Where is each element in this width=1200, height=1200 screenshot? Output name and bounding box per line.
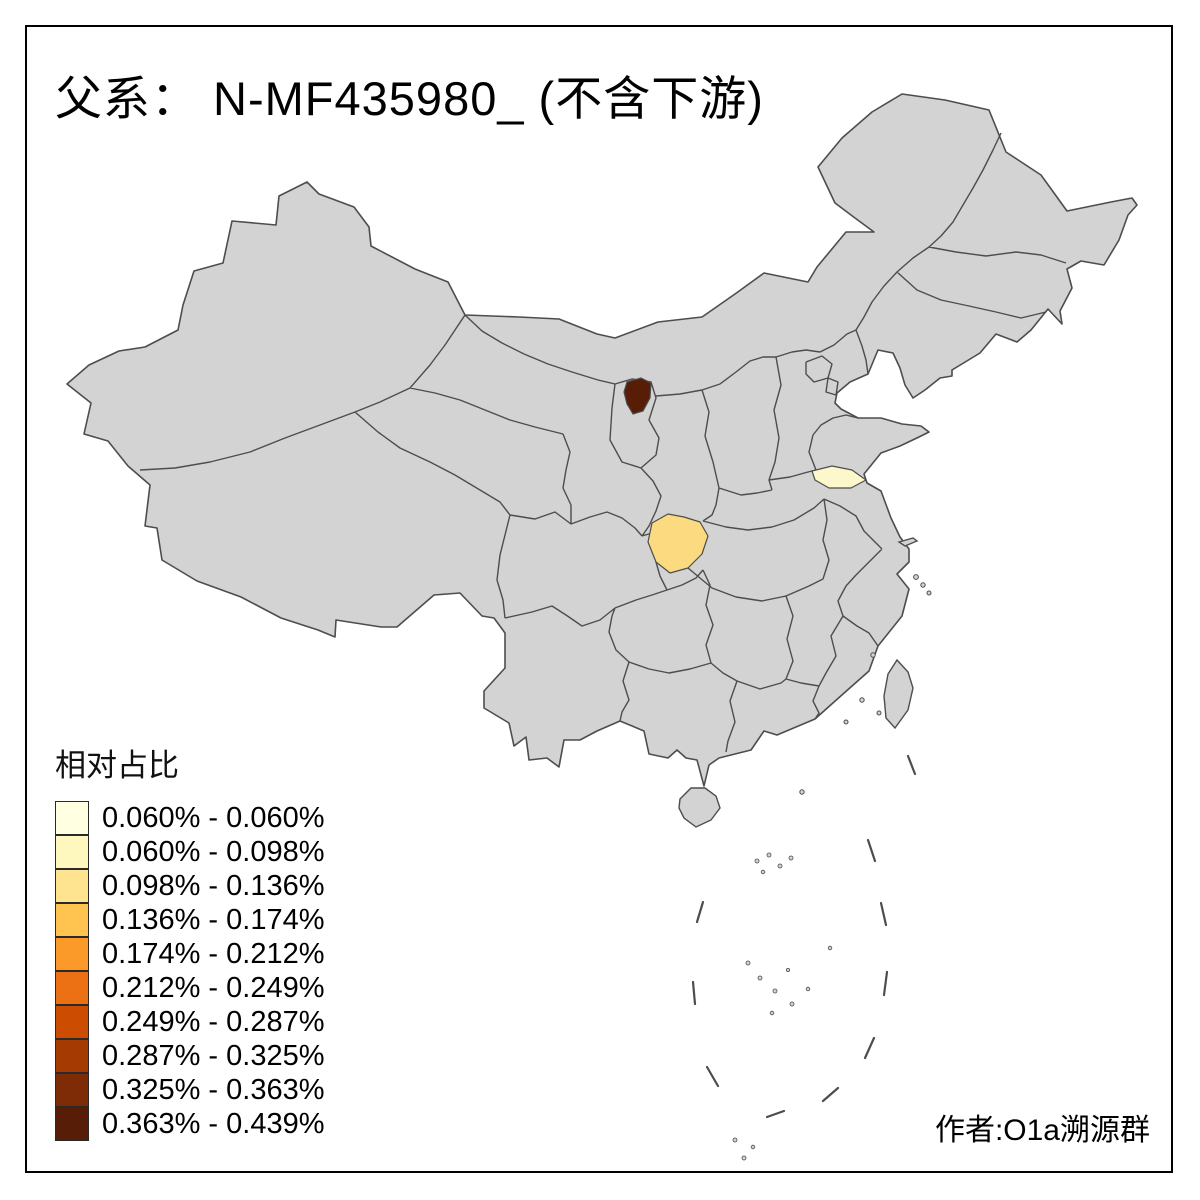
legend-label: 0.136% - 0.174%	[102, 903, 325, 936]
islet-dot	[757, 975, 763, 981]
islet-dot	[760, 869, 766, 875]
islet-dot	[750, 1144, 756, 1150]
legend-item: 0.060% - 0.060%	[55, 801, 324, 835]
south-china-sea-islets	[732, 852, 833, 1161]
islet-dot	[786, 968, 791, 973]
highlight-region-northern-ningxia	[623, 377, 652, 415]
legend-swatch	[55, 1039, 89, 1073]
legend-label: 0.060% - 0.060%	[102, 801, 325, 834]
legend-item: 0.136% - 0.174%	[55, 903, 324, 937]
legend-item: 0.098% - 0.136%	[55, 869, 324, 903]
legend: 相对占比 0.060% - 0.060% 0.060% - 0.098% 0.0…	[55, 740, 324, 1141]
province-borders	[139, 132, 1067, 753]
legend-swatch	[55, 801, 89, 835]
islands	[678, 537, 919, 828]
figure-title: 父系： N-MF435980_ (不含下游)	[55, 72, 764, 125]
taiwan-island	[883, 658, 914, 730]
islet-dot	[788, 855, 794, 861]
islet-dot	[732, 1137, 738, 1143]
legend-item: 0.174% - 0.212%	[55, 937, 324, 971]
islet-dot	[772, 988, 778, 994]
highlight-region-chongqing	[647, 513, 709, 574]
island-dot	[920, 582, 926, 588]
islet-dot	[827, 945, 833, 951]
hainan-island	[678, 787, 721, 828]
chongming-island	[897, 537, 919, 547]
legend-item: 0.249% - 0.287%	[55, 1005, 324, 1039]
legend-label: 0.060% - 0.098%	[102, 835, 325, 868]
legend-item: 0.060% - 0.098%	[55, 835, 324, 869]
legend-label: 0.325% - 0.363%	[102, 1073, 325, 1106]
islet-dot	[741, 1155, 747, 1161]
islet-dot	[745, 960, 751, 966]
nine-dash-line	[691, 754, 917, 1119]
legend-title: 相对占比	[55, 748, 179, 783]
author-attribution: 作者:O1a溯源群	[934, 1114, 1150, 1147]
legend-swatch	[55, 835, 89, 869]
legend-item: 0.287% - 0.325%	[55, 1039, 324, 1073]
islet-dot	[766, 852, 772, 858]
legend-label: 0.212% - 0.249%	[102, 971, 325, 1004]
highlight-region-southern-shandong	[811, 465, 867, 489]
legend-swatch	[55, 1005, 89, 1039]
legend-item: 0.212% - 0.249%	[55, 971, 324, 1005]
islet-dot	[777, 863, 783, 869]
legend-item: 0.363% - 0.439%	[55, 1107, 324, 1141]
islet-dot	[789, 1001, 795, 1007]
legend-label: 0.249% - 0.287%	[102, 1005, 325, 1038]
legend-label: 0.287% - 0.325%	[102, 1039, 325, 1072]
legend-label: 0.174% - 0.212%	[102, 937, 325, 970]
island-dot	[913, 574, 919, 580]
legend-item: 0.325% - 0.363%	[55, 1073, 324, 1107]
legend-swatch	[55, 971, 89, 1005]
islet-dot	[805, 986, 811, 992]
legend-swatch	[55, 1073, 89, 1107]
island-dot	[843, 719, 849, 725]
coastal-islands	[799, 574, 932, 795]
legend-swatch	[55, 937, 89, 971]
plot-border	[25, 25, 1173, 1173]
island-dot	[859, 697, 865, 703]
islet-dot	[769, 1010, 775, 1016]
legend-label: 0.363% - 0.439%	[102, 1107, 325, 1140]
island-dot	[926, 590, 932, 596]
legend-swatch	[55, 869, 89, 903]
pratas-island-dot	[799, 789, 805, 795]
legend-label: 0.098% - 0.136%	[102, 869, 325, 902]
island-dot	[870, 652, 876, 658]
legend-swatch	[55, 903, 89, 937]
island-dot	[876, 710, 882, 716]
mainland-china	[66, 93, 1138, 787]
legend-swatch	[55, 1107, 89, 1141]
islet-dot	[754, 858, 760, 864]
